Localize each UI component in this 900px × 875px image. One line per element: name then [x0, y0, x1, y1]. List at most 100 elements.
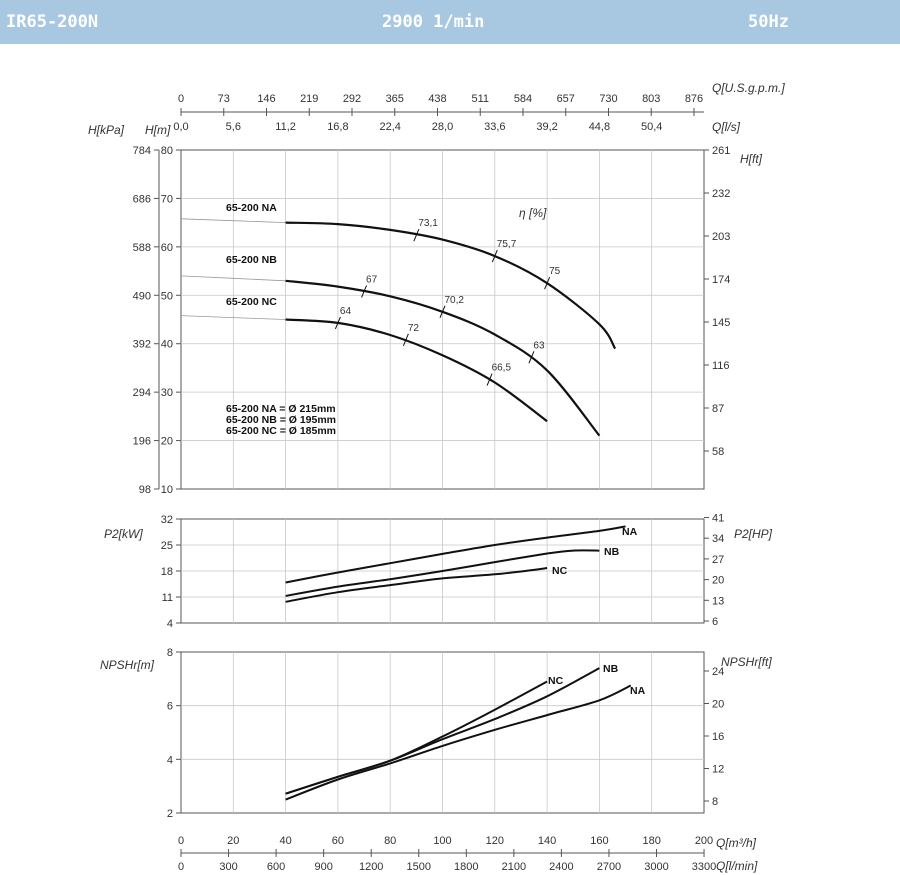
lmin-tick-label: 2700 — [597, 861, 621, 873]
y-tick-label: 4 — [167, 618, 173, 630]
y-tick-label: 18 — [161, 566, 173, 578]
kpa-tick-label: 784 — [133, 145, 151, 157]
y-right-tick-label: 145 — [712, 317, 730, 329]
efficiency-value: 63 — [533, 340, 545, 351]
series-label: NC — [548, 675, 564, 687]
m3h-tick-label: 180 — [643, 835, 661, 847]
y-right-tick-label: 12 — [712, 764, 724, 776]
y-right-tick-label: 13 — [712, 595, 724, 607]
efficiency-mark — [413, 229, 420, 242]
diameter-note: 65-200 NA = Ø 215mm — [226, 403, 336, 415]
kpa-axis-label: H[kPa] — [88, 123, 125, 137]
lmin-tick-label: 900 — [314, 861, 332, 873]
kpa-tick-label: 294 — [133, 387, 151, 399]
npsh-curve — [285, 684, 632, 801]
kpa-tick-label: 686 — [133, 193, 151, 205]
lmin-tick-label: 3300 — [692, 861, 716, 873]
title-bar: IR65-200N 2900 1/min 50Hz — [0, 0, 900, 44]
usgpm-tick-label: 0 — [178, 93, 184, 105]
m3h-tick-label: 100 — [433, 835, 451, 847]
head-curve — [285, 221, 617, 350]
kpa-tick-label: 392 — [133, 339, 151, 351]
efficiency-mark — [544, 276, 551, 290]
usgpm-axis-label: Q[U.S.g.p.m.] — [712, 81, 785, 95]
head-curve — [285, 318, 548, 423]
npsh-curve — [285, 680, 548, 795]
efficiency-mark — [361, 285, 368, 298]
y-right-tick-label: 20 — [712, 575, 724, 587]
usgpm-tick-label: 803 — [642, 93, 660, 105]
lmin-tick-label: 2400 — [549, 861, 573, 873]
usgpm-tick-label: 438 — [428, 93, 446, 105]
frequency-label: 50Hz — [748, 12, 789, 32]
y-tick-label: 25 — [161, 540, 173, 552]
y-tick-label: 80 — [161, 145, 173, 157]
usgpm-tick-label: 584 — [514, 93, 532, 105]
y-axis-label: NPSHr[m] — [100, 658, 155, 672]
series-label: NA — [630, 685, 646, 697]
efficiency-value: 72 — [408, 323, 420, 334]
y-right-tick-label: 41 — [712, 513, 724, 525]
efficiency-value: 67 — [366, 274, 378, 285]
lmin-tick-label: 1800 — [454, 861, 478, 873]
m3h-tick-label: 160 — [590, 835, 608, 847]
efficiency-value: 73,1 — [418, 218, 438, 229]
m3h-tick-label: 60 — [332, 835, 344, 847]
ls-tick-label: 16,8 — [327, 121, 348, 133]
efficiency-mark — [439, 305, 446, 318]
efficiency-mark — [334, 316, 341, 330]
y-axis-label: H[m] — [145, 123, 171, 137]
y-tick-label: 32 — [161, 514, 173, 526]
efficiency-label: η [%] — [519, 206, 547, 220]
lmin-tick-label: 0 — [178, 861, 184, 873]
y-right-tick-label: 27 — [712, 554, 724, 566]
speed-label: 2900 1/min — [382, 12, 485, 32]
ls-axis-label: Q[l/s] — [712, 120, 741, 134]
y-tick-label: 10 — [161, 484, 173, 496]
y-right-tick-label: 6 — [712, 616, 718, 628]
efficiency-mark — [528, 351, 535, 364]
y-right-tick-label: 203 — [712, 231, 730, 243]
y-tick-label: 40 — [161, 339, 173, 351]
lmin-tick-label: 300 — [219, 861, 237, 873]
y-right-tick-label: 87 — [712, 403, 724, 415]
usgpm-tick-label: 292 — [343, 93, 361, 105]
m3h-tick-label: 0 — [178, 835, 184, 847]
head-curve-extension — [180, 275, 286, 282]
lmin-tick-label: 1500 — [407, 861, 431, 873]
y-right-axis-label: NPSHr[ft] — [721, 655, 772, 669]
y-right-tick-label: 20 — [712, 699, 724, 711]
m3h-tick-label: 40 — [279, 835, 291, 847]
efficiency-value: 75,7 — [497, 239, 517, 250]
ls-tick-label: 5,6 — [226, 121, 241, 133]
ls-tick-label: 28,0 — [432, 121, 453, 133]
kpa-tick-label: 98 — [139, 484, 151, 496]
usgpm-tick-label: 73 — [218, 93, 230, 105]
y-tick-label: 11 — [162, 592, 173, 604]
kpa-tick-label: 196 — [133, 436, 151, 448]
y-tick-label: 6 — [167, 701, 173, 713]
y-right-tick-label: 232 — [712, 188, 730, 200]
y-tick-label: 8 — [167, 647, 173, 659]
efficiency-mark — [402, 333, 409, 347]
diameter-note: 65-200 NC = Ø 185mm — [226, 425, 336, 437]
y-right-axis-label: H[ft] — [740, 152, 763, 166]
ls-tick-label: 33,6 — [484, 121, 505, 133]
y-right-tick-label: 116 — [712, 360, 730, 372]
lmin-tick-label: 2100 — [502, 861, 526, 873]
series-label: NC — [552, 565, 568, 577]
m3h-tick-label: 80 — [384, 835, 396, 847]
ls-tick-label: 50,4 — [641, 121, 662, 133]
y-right-tick-label: 174 — [712, 274, 730, 286]
m3h-tick-label: 120 — [486, 835, 504, 847]
head-curve-extension — [180, 315, 286, 320]
series-label: 65-200 NC — [226, 296, 277, 308]
series-label: NA — [622, 526, 638, 538]
y-right-axis-label: P2[HP] — [734, 527, 773, 541]
head-curve-extension — [180, 218, 286, 223]
usgpm-tick-label: 730 — [599, 93, 617, 105]
efficiency-value: 70,2 — [445, 295, 465, 306]
efficiency-mark — [486, 373, 493, 386]
power-curve — [285, 567, 548, 603]
y-right-tick-label: 8 — [712, 796, 718, 808]
